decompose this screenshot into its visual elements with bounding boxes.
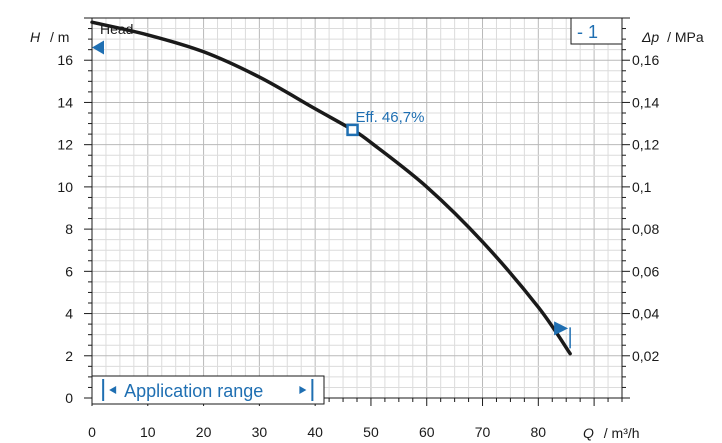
y2-tick-label: 0,06 xyxy=(632,263,659,279)
y-tick-label: 8 xyxy=(65,221,73,237)
y2-axis-unit: / MPa xyxy=(667,29,704,45)
application-range-box xyxy=(91,375,325,405)
x-tick-label: 50 xyxy=(363,424,379,440)
series-layer xyxy=(90,20,572,356)
grid xyxy=(92,18,622,398)
y-tick-label: 14 xyxy=(57,94,73,110)
duty-point-marker xyxy=(346,123,359,137)
curve-label: - 1 xyxy=(577,22,598,42)
x-axis-unit: / m³/h xyxy=(604,425,640,441)
application-range: Application range xyxy=(91,375,325,405)
y2-axis-ticks: 0,02 0,04 0,06 0,08 0,1 0,12 0,14 0,16 xyxy=(622,17,659,399)
y-axis-symbol: H xyxy=(30,29,41,45)
y2-tick-label: 0,08 xyxy=(632,221,659,237)
end-of-curve-arrow-icon xyxy=(554,321,569,336)
shutoff-head-marker-icon xyxy=(92,40,104,55)
x-tick-label: 60 xyxy=(419,424,435,440)
x-axis-title: Q / m³/h xyxy=(583,425,640,441)
application-range-right-arrow-icon xyxy=(299,386,307,394)
application-range-left-arrow-icon xyxy=(109,386,117,394)
chart-title: Head xyxy=(100,21,133,37)
head-curve-line xyxy=(90,20,572,356)
y-tick-label: 10 xyxy=(57,179,73,195)
x-tick-label: 40 xyxy=(307,424,323,440)
end-of-curve-marker xyxy=(554,321,571,349)
y2-axis-symbol: Δp xyxy=(641,29,659,45)
y-tick-label: 4 xyxy=(65,306,73,322)
y-axis-title: H / m xyxy=(30,29,69,45)
x-tick-label: 80 xyxy=(531,424,547,440)
y2-tick-label: 0,04 xyxy=(632,306,659,322)
curve-label-box xyxy=(570,17,623,45)
y2-tick-label: 0,16 xyxy=(632,52,659,68)
x-tick-label: 70 xyxy=(475,424,491,440)
y2-tick-label: 0,12 xyxy=(632,137,659,153)
x-tick-label: 20 xyxy=(196,424,212,440)
y2-axis-title: Δp / MPa xyxy=(641,29,704,45)
x-axis-symbol: Q xyxy=(583,425,594,441)
y-axis-ticks: 0 2 4 6 8 10 12 14 16 xyxy=(57,17,92,406)
x-tick-label: 10 xyxy=(140,424,156,440)
y-tick-label: 2 xyxy=(65,348,73,364)
y2-tick-label: 0,02 xyxy=(632,348,659,364)
y-tick-label: 6 xyxy=(65,263,73,279)
x-tick-label: 0 xyxy=(88,424,96,440)
y-tick-label: 16 xyxy=(57,52,73,68)
y-tick-label: 0 xyxy=(65,390,73,406)
duty-point-label: Eff. 46,7% xyxy=(356,109,425,126)
y-axis-unit: / m xyxy=(50,29,69,45)
y-tick-label: 12 xyxy=(57,137,73,153)
application-range-label: Application range xyxy=(124,381,263,401)
x-tick-label: 30 xyxy=(252,424,268,440)
y2-tick-label: 0,1 xyxy=(632,179,652,195)
y2-tick-label: 0,14 xyxy=(632,94,659,110)
